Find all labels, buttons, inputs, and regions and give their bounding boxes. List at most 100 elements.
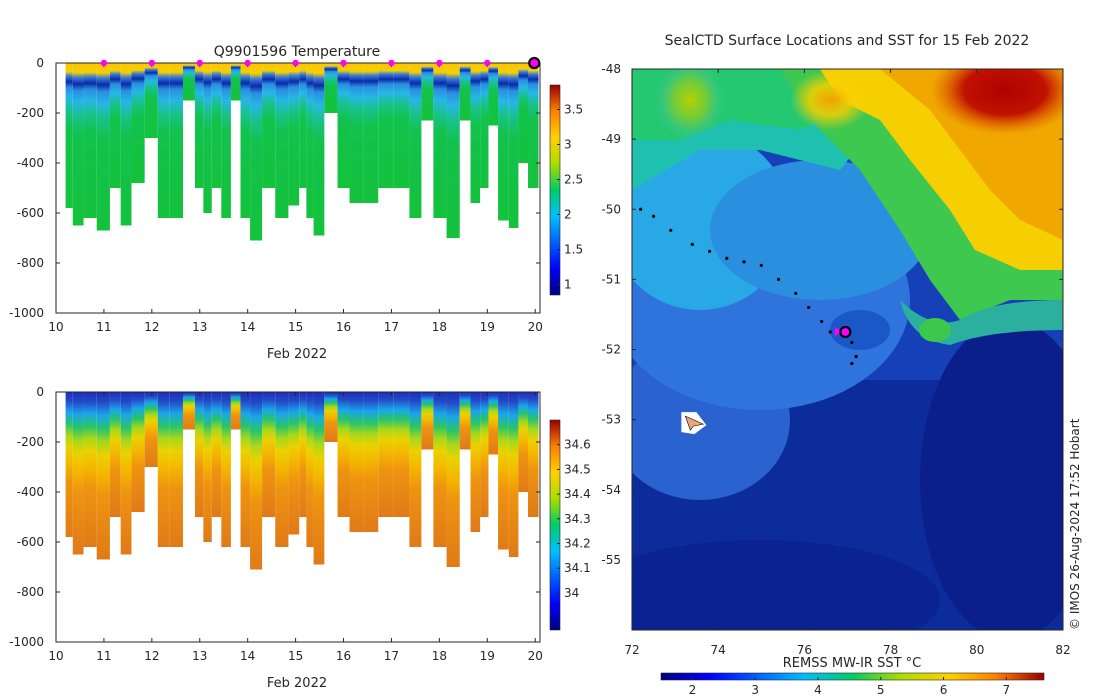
- x-tick-label: 14: [240, 320, 255, 334]
- salinity-profile: [446, 392, 460, 567]
- y-tick-label: -49: [601, 132, 621, 146]
- temperature-profile: [288, 63, 300, 206]
- track-point: [690, 242, 694, 246]
- salinity-profile: [230, 392, 241, 430]
- salinity-profile: [508, 392, 519, 557]
- track-point: [759, 263, 763, 267]
- temperature-profiles: [65, 63, 539, 241]
- salinity-profile: [72, 392, 84, 555]
- salinity-profile: [96, 392, 110, 560]
- salinity-profile: [518, 392, 529, 492]
- colorbar-tick-label: 2: [689, 683, 697, 697]
- temperature-profile: [144, 63, 158, 138]
- salinity-profile: [109, 392, 121, 517]
- temperature-profile: [508, 63, 519, 228]
- x-tick-label: 15: [288, 320, 303, 334]
- salinity-profile: [528, 392, 539, 517]
- salinity-profile: [363, 392, 379, 532]
- temperature-profile: [363, 63, 379, 203]
- track-point: [651, 214, 656, 218]
- y-tick-label: -600: [17, 535, 44, 549]
- salinity-profile: [409, 392, 422, 547]
- surface-marker: [340, 59, 347, 67]
- surface-marker: [196, 59, 203, 67]
- temperature-profile: [194, 63, 204, 188]
- x-tick-label: 11: [96, 649, 111, 663]
- x-tick-label: 12: [144, 649, 159, 663]
- x-tick-label: 10: [48, 649, 63, 663]
- colorbar-tick-label: 3.5: [564, 103, 583, 117]
- temperature-profile: [393, 63, 410, 188]
- salinity-profile: [275, 392, 289, 547]
- track-point: [850, 361, 854, 366]
- x-tick-label: 80: [969, 643, 984, 657]
- temperature-profile: [337, 63, 350, 188]
- salinity-profile: [157, 392, 170, 547]
- x-tick-label: 19: [480, 320, 495, 334]
- temperature-profile: [528, 63, 539, 188]
- colorbar-tick-label: 7: [1003, 683, 1011, 697]
- y-tick-label: -53: [601, 413, 621, 427]
- surface-marker: [484, 59, 491, 67]
- temperature-profile: [306, 63, 314, 218]
- temperature-profile: [211, 63, 222, 188]
- sst-colorbar: [660, 672, 1045, 681]
- colorbar-tick-label: 34.1: [564, 561, 591, 575]
- y-tick-label: -54: [601, 483, 621, 497]
- y-tick-label: -48: [601, 62, 621, 76]
- x-tick-label: 72: [624, 643, 639, 657]
- surface-marker: [436, 59, 443, 67]
- ice-patch-marker: [681, 412, 707, 435]
- colorbar-tick-label: 5: [877, 683, 885, 697]
- colorbar-tick-label: 34.4: [564, 487, 591, 501]
- temperature-profile: [299, 63, 307, 188]
- salinity-profile: [262, 392, 276, 517]
- seal-position-marker: [839, 325, 852, 339]
- salinity-profile: [306, 392, 314, 547]
- salinity-profile: [480, 392, 489, 517]
- temperature-profile: [65, 63, 73, 208]
- track-point: [742, 260, 746, 264]
- x-tick-label: 19: [480, 649, 495, 663]
- x-tick-label: 17: [384, 320, 399, 334]
- temperature-profile: [250, 63, 263, 241]
- y-tick-label: -800: [17, 256, 44, 270]
- y-tick-label: -600: [17, 206, 44, 220]
- surface-marker: [148, 59, 156, 67]
- salinity-profile: [498, 392, 509, 550]
- temperature-profile: [182, 63, 195, 101]
- track-point: [725, 256, 729, 260]
- salinity-xlabel: Feb 2022: [267, 676, 327, 691]
- salinity-profile: [421, 392, 434, 450]
- seal-track: [639, 207, 858, 366]
- temperature-panel: 10 11 12 13 14 15 16 17 18 19 200-200-400-600-800-…: [9, 44, 583, 362]
- temperature-profile: [349, 63, 364, 203]
- x-tick-label: 16: [336, 649, 351, 663]
- track-point: [854, 354, 858, 359]
- track-point: [707, 249, 712, 253]
- y-tick-label: -52: [601, 343, 621, 357]
- y-tick-label: -1000: [9, 635, 44, 649]
- temperature-profile: [433, 63, 447, 218]
- temperature-profile: [120, 63, 132, 226]
- x-tick-label: 82: [1055, 643, 1070, 657]
- salinity-axis-ticks: 10 11 12 13 14 15 16 17 18 19 20 0 -200 -400 -600 -800 -…: [9, 385, 543, 663]
- sst-map-title: SealCTD Surface Locations and SST for 15…: [665, 33, 1030, 49]
- sst-map-axis-ticks: 72 74 76 78 80 82 -48 -49 -50 -51 -52 -53 -54 -55: [601, 62, 1070, 657]
- temperature-profile: [157, 63, 170, 218]
- temperature-profile: [230, 63, 241, 101]
- temperature-colorbar-ticks: 1 1.5 2 2.5 3 3.5: [557, 103, 583, 292]
- salinity-profile: [288, 392, 300, 535]
- temperature-profile: [480, 63, 489, 188]
- x-tick-label: 78: [883, 643, 898, 657]
- salinity-profile: [433, 392, 447, 547]
- y-tick-label: -400: [17, 156, 44, 170]
- salinity-profile: [378, 392, 394, 517]
- salinity-profile: [313, 392, 325, 565]
- temperature-profile: [96, 63, 110, 231]
- y-tick-label: -400: [17, 485, 44, 499]
- x-tick-label: 12: [144, 320, 159, 334]
- temperature-title: Q9901596 Temperature: [214, 44, 381, 60]
- salinity-profile: [337, 392, 350, 517]
